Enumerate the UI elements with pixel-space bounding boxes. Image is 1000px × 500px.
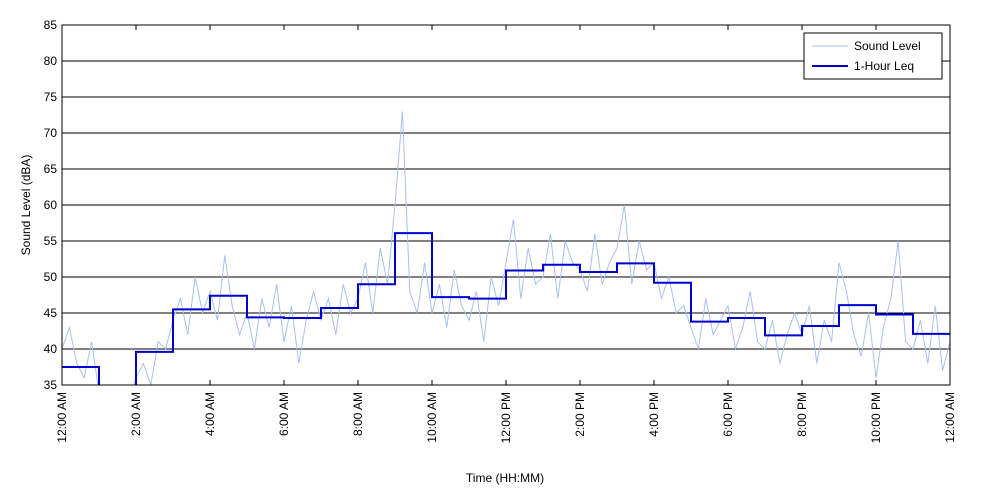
x-tick-label: 8:00 AM — [351, 392, 365, 436]
y-tick-label: 55 — [44, 234, 58, 248]
x-tick-label: 2:00 PM — [573, 392, 587, 437]
y-tick-label: 85 — [44, 18, 58, 32]
x-tick-label: 4:00 PM — [647, 392, 661, 437]
x-tick-label: 10:00 AM — [425, 392, 439, 443]
x-tick-label: 12:00 PM — [499, 392, 513, 443]
x-tick-label: 8:00 PM — [795, 392, 809, 437]
plot-frame — [61, 24, 951, 386]
plot-lines — [62, 111, 950, 385]
x-axis-label: Time (HH:MM) — [466, 471, 544, 485]
legend-label: 1-Hour Leq — [854, 59, 914, 73]
y-tick-label: 35 — [44, 378, 58, 392]
y-tick-label: 65 — [44, 162, 58, 176]
y-tick-label: 75 — [44, 90, 58, 104]
x-tick-label: 12:00 AM — [943, 392, 957, 443]
y-tick-label: 40 — [44, 342, 58, 356]
x-tick-label: 12:00 AM — [55, 392, 69, 443]
y-tick-label: 45 — [44, 306, 58, 320]
x-tick-label: 10:00 PM — [869, 392, 883, 443]
legend-label: Sound Level — [854, 39, 921, 53]
legend — [803, 32, 943, 80]
series-line — [62, 232, 950, 385]
x-tick-label: 6:00 PM — [721, 392, 735, 437]
x-tick-label: 4:00 AM — [203, 392, 217, 436]
y-tick-label: 70 — [44, 126, 58, 140]
y-tick-label: 80 — [44, 54, 58, 68]
y-tick-label: 50 — [44, 270, 58, 284]
y-tick-label: 60 — [44, 198, 58, 212]
x-tick-label: 6:00 AM — [277, 392, 291, 436]
y-axis-label: Sound Level (dBA) — [19, 155, 33, 256]
x-tick-label: 2:00 AM — [129, 392, 143, 436]
